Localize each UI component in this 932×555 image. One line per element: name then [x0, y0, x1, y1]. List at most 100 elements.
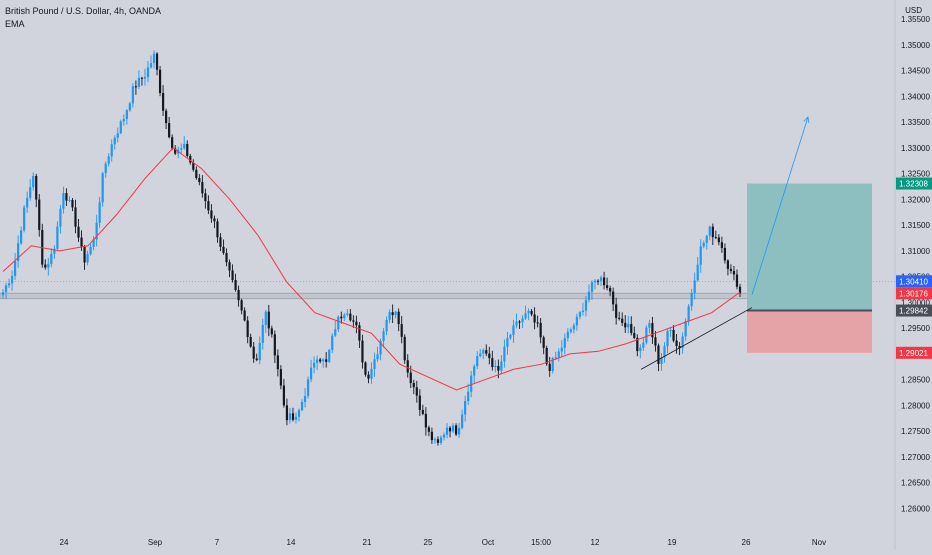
- candle-body: [104, 163, 107, 174]
- candle-body: [358, 325, 361, 341]
- candle-body: [379, 340, 382, 355]
- candle-body: [119, 121, 122, 134]
- candle-body: [231, 270, 234, 281]
- candle-body: [530, 310, 533, 315]
- candle-body: [53, 248, 56, 254]
- candle-body: [276, 355, 279, 370]
- currency-label[interactable]: USD: [905, 6, 922, 15]
- target-price-label-bg: [896, 177, 932, 190]
- candle-body: [642, 342, 645, 348]
- candle-body: [403, 336, 406, 361]
- candle-body: [409, 372, 412, 383]
- candle-body: [669, 329, 672, 331]
- candle-body: [572, 325, 575, 330]
- candle-body: [122, 119, 125, 122]
- candle-body: [143, 76, 147, 79]
- candle-body: [609, 288, 612, 292]
- candle-body: [83, 246, 86, 263]
- candle-body: [349, 313, 352, 321]
- candle-body: [388, 312, 391, 320]
- candle-body: [328, 349, 331, 362]
- candle-body: [322, 359, 325, 362]
- candle-body: [708, 226, 711, 236]
- indicator-label[interactable]: EMA: [5, 19, 25, 29]
- candle-body: [334, 329, 337, 336]
- candle-body: [412, 382, 415, 388]
- candle-body: [624, 322, 627, 328]
- candle-body: [439, 437, 443, 443]
- candle-body: [714, 237, 717, 239]
- candle-body: [210, 210, 213, 219]
- candle-body: [424, 413, 427, 428]
- candle-body: [161, 93, 165, 111]
- symbol-title[interactable]: British Pound / U.S. Dollar, 4h, OANDA: [5, 6, 162, 16]
- candle-body: [636, 337, 639, 352]
- candle-body: [125, 110, 128, 120]
- candle-body: [693, 280, 696, 293]
- candle-body: [92, 239, 95, 247]
- candle-body: [189, 155, 192, 163]
- candle-body: [237, 289, 240, 301]
- candle-body: [74, 207, 77, 227]
- ema-line: [2, 147, 741, 391]
- candle-body: [168, 123, 171, 138]
- projection-arrowhead: [803, 116, 810, 123]
- candle-body: [146, 67, 150, 77]
- candle-body: [711, 226, 714, 238]
- candle-body: [65, 193, 68, 201]
- candle-body: [285, 405, 289, 421]
- candle-body: [593, 280, 597, 283]
- candle-body: [26, 197, 29, 208]
- candle-body: [645, 327, 648, 343]
- candle-body: [563, 338, 566, 348]
- candle-body: [134, 86, 138, 88]
- candle-body: [331, 335, 334, 350]
- candle-body: [503, 346, 506, 362]
- candle-body: [457, 427, 461, 435]
- candle-body: [101, 173, 104, 203]
- candle-body: [473, 366, 476, 376]
- candle-body: [657, 345, 660, 364]
- candle-body: [7, 283, 11, 286]
- entry-price-label-bg: [896, 304, 932, 317]
- candle-body: [566, 331, 569, 339]
- candle-body: [675, 340, 678, 347]
- candle-body: [488, 353, 491, 359]
- candle-body: [373, 359, 376, 369]
- candle-body: [346, 313, 349, 315]
- candle-body: [651, 323, 654, 338]
- target-price-label: 1.32308: [899, 180, 928, 189]
- candle-body: [605, 285, 609, 289]
- candle-body: [717, 237, 720, 243]
- candle-body: [400, 324, 403, 337]
- candle-body: [542, 337, 545, 348]
- candle-body: [445, 427, 449, 435]
- candle-body: [38, 199, 41, 230]
- candle-body: [213, 218, 216, 222]
- candle-body: [539, 322, 542, 338]
- candle-body: [527, 310, 530, 314]
- candle-body: [192, 162, 195, 170]
- stop-zone: [747, 310, 872, 353]
- candle-body: [436, 439, 440, 443]
- price-tick-label: 1.28000: [901, 401, 930, 410]
- candle-body: [62, 193, 65, 209]
- candle-body: [476, 356, 479, 367]
- candle-body: [240, 300, 243, 311]
- candle-body: [509, 334, 512, 339]
- candle-body: [319, 359, 322, 362]
- candle-body: [89, 246, 92, 255]
- candle-body: [720, 242, 723, 248]
- candle-body: [394, 311, 397, 316]
- entry-price-label: 1.29842: [899, 307, 928, 316]
- candle-body: [397, 311, 400, 325]
- candle-body: [545, 347, 548, 364]
- candle-body: [461, 414, 464, 428]
- candle-body: [174, 148, 177, 154]
- candle-body: [50, 253, 53, 264]
- candle-body: [113, 137, 116, 145]
- candle-body: [581, 310, 585, 313]
- price-tick-label: 1.34500: [901, 67, 930, 76]
